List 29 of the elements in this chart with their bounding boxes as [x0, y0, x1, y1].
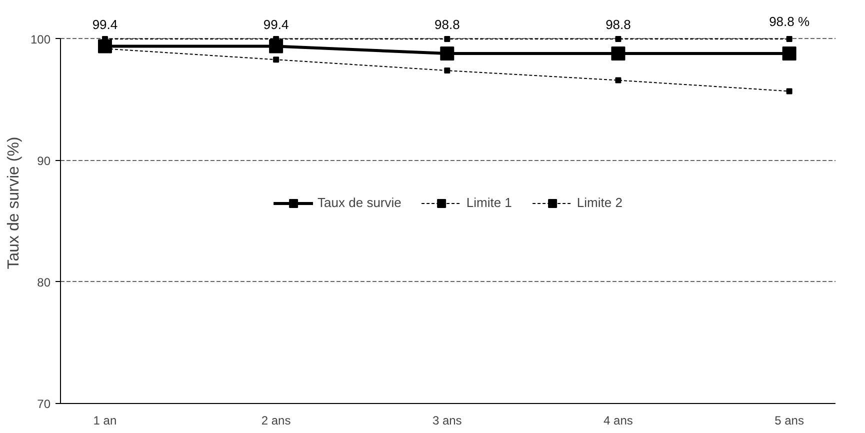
point — [615, 77, 622, 84]
data-label: 99.4 — [263, 16, 289, 32]
point — [440, 46, 454, 61]
point — [444, 36, 450, 42]
point — [786, 36, 792, 42]
point — [611, 46, 626, 61]
data-label: 98.8 — [434, 16, 460, 32]
y-tick-label: 90 — [37, 154, 51, 168]
point — [273, 56, 280, 63]
point — [444, 68, 450, 74]
legend-label: Limite 2 — [576, 195, 622, 210]
x-tick-label: 4 ans — [604, 414, 633, 428]
data-label: 98.8 % — [769, 14, 810, 29]
point — [269, 39, 284, 54]
y-tick-label: 80 — [37, 275, 51, 290]
point — [615, 36, 622, 42]
legend-label: Taux de survie — [318, 195, 402, 210]
x-tick-label: 1 an — [93, 414, 117, 428]
x-tick-label: 3 ans — [432, 414, 462, 428]
data-label: 98.8 — [606, 16, 631, 32]
y-tick-label: 70 — [37, 397, 51, 411]
x-tick-label: 2 ans — [261, 414, 291, 428]
point — [786, 88, 792, 94]
point — [782, 46, 796, 61]
y-tick-label: 100 — [30, 32, 51, 46]
legend-label: Limite 1 — [466, 195, 512, 210]
data-label: 99.4 — [92, 16, 118, 32]
x-tick-label: 5 ans — [774, 414, 804, 428]
y-axis-title: Taux de survie (%) — [5, 136, 22, 270]
